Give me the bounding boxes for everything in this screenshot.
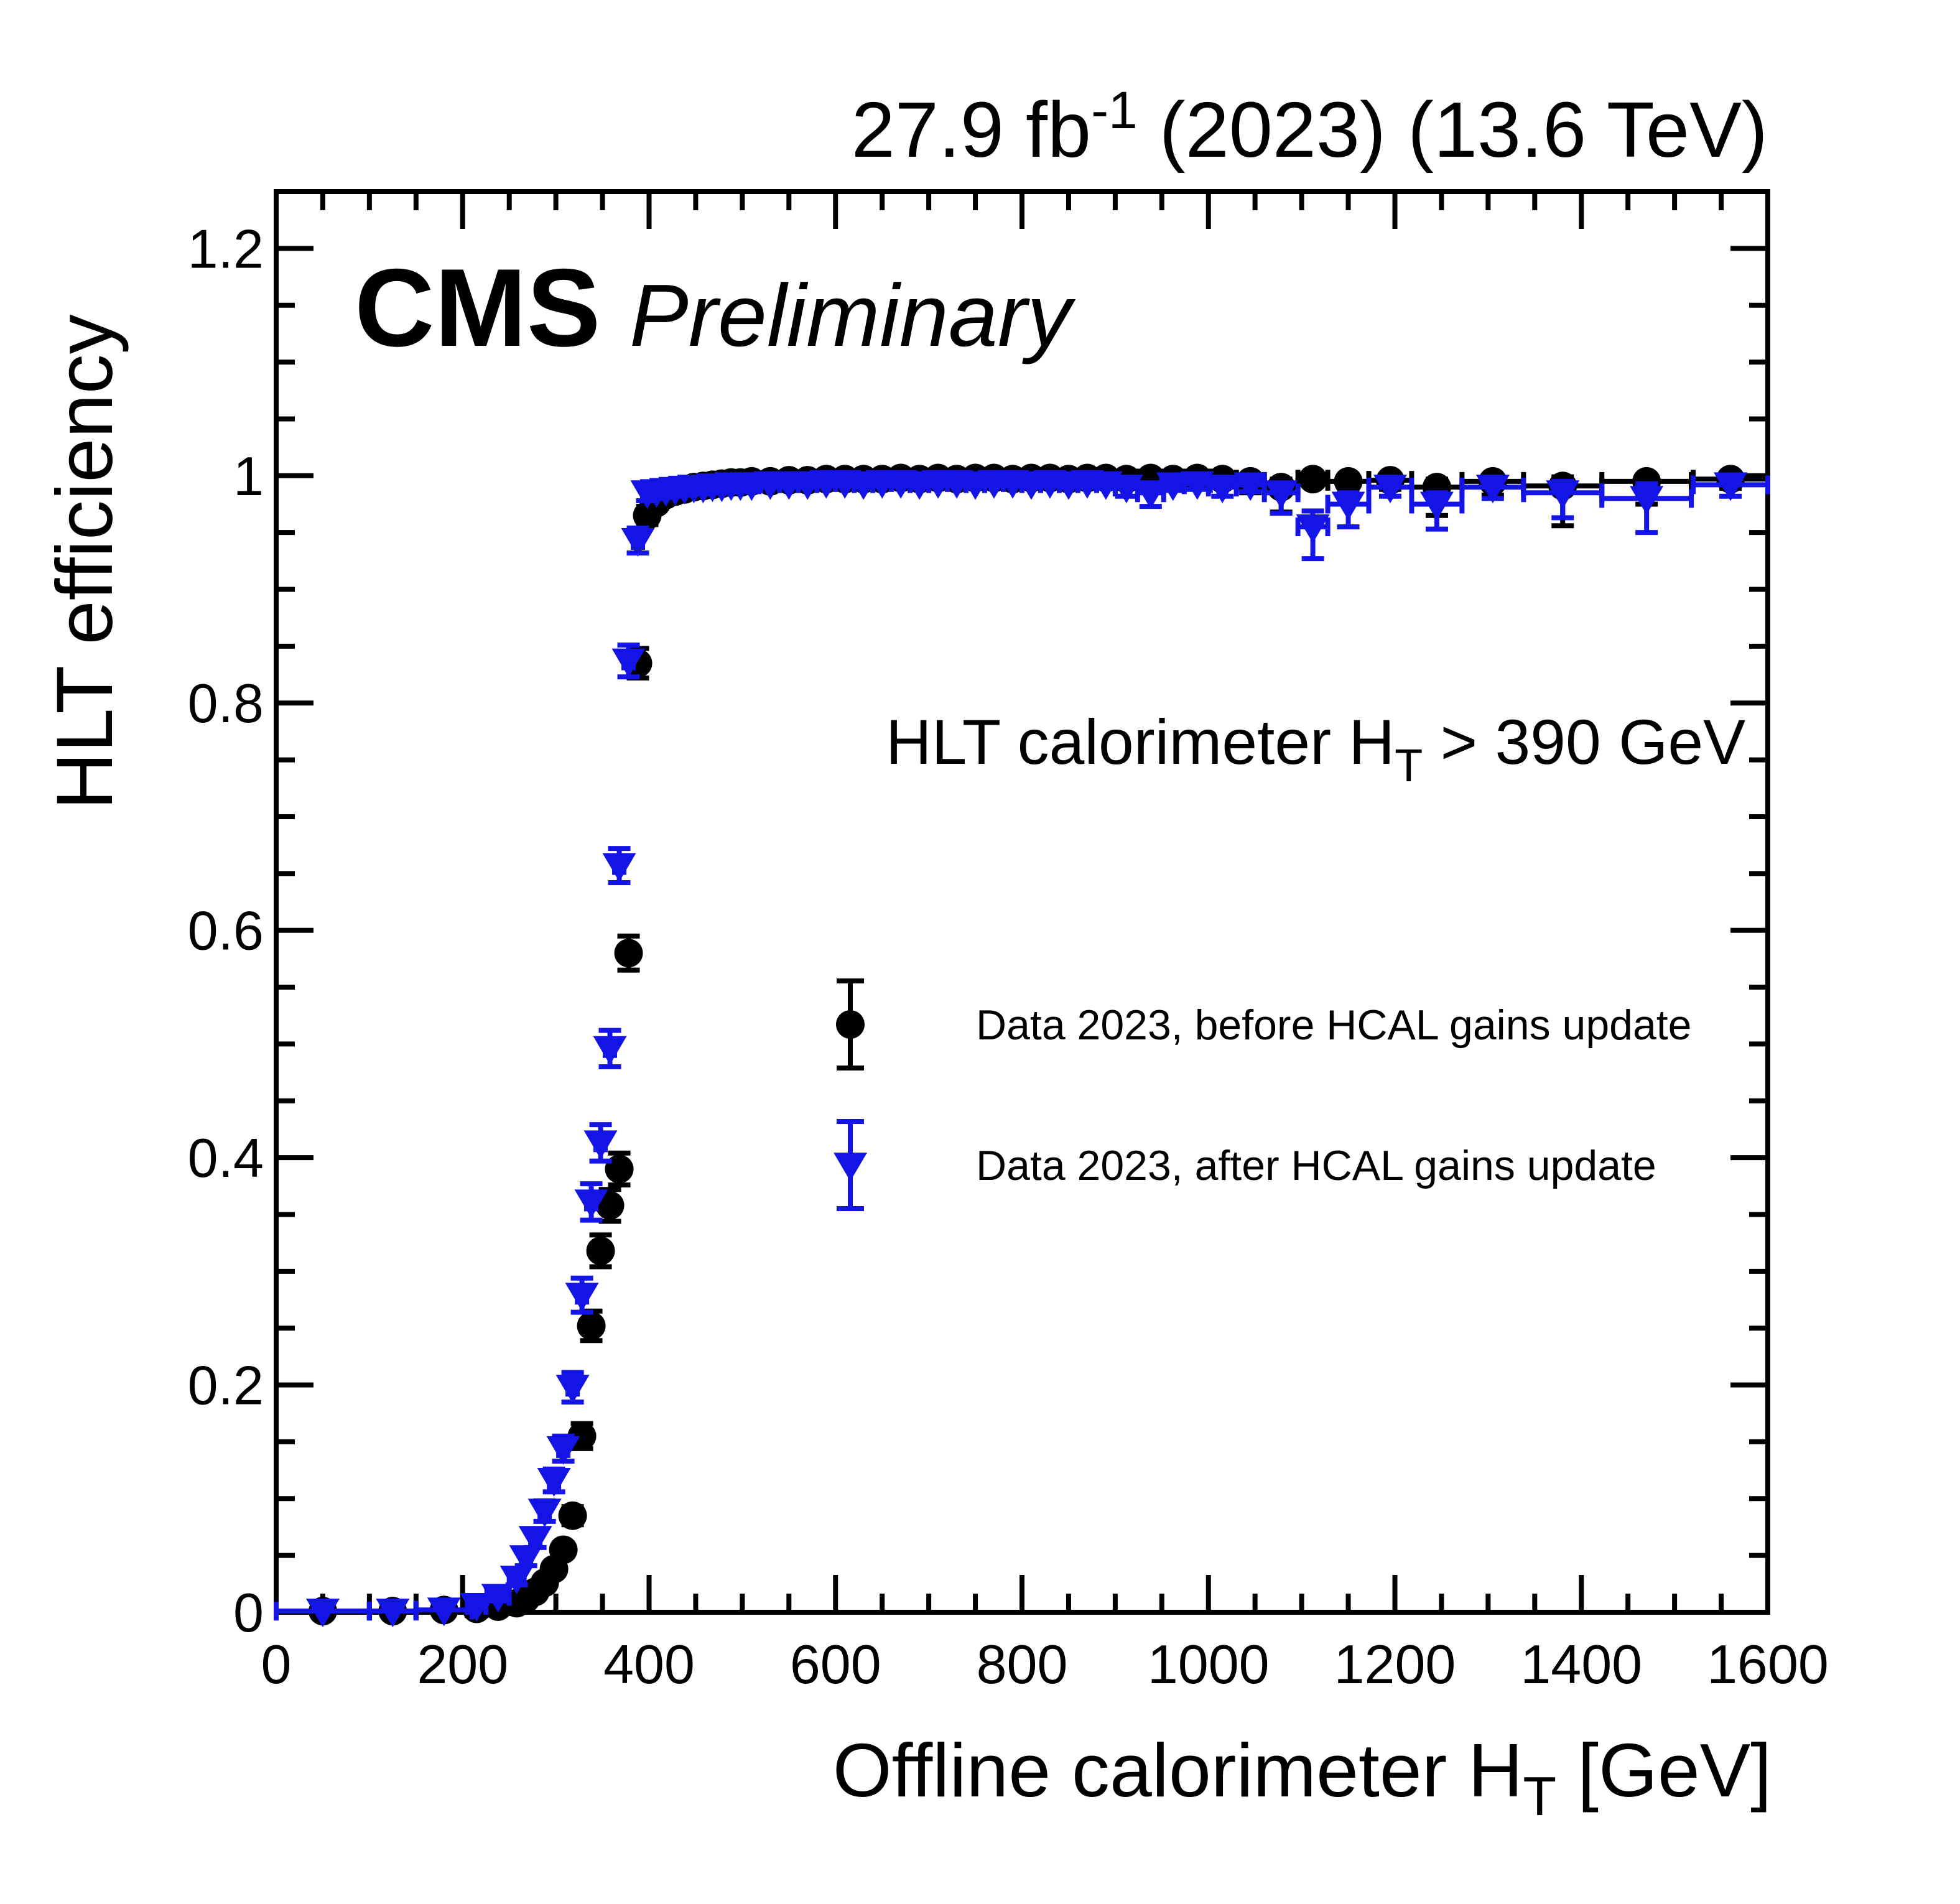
legend-marker-layer xyxy=(834,978,867,1211)
x-tick-label: 800 xyxy=(977,1633,1068,1695)
data-point xyxy=(1298,465,1327,494)
x-tick-label: 1600 xyxy=(1707,1633,1829,1695)
data-point xyxy=(583,1130,618,1159)
data-point xyxy=(1264,480,1298,509)
data-point xyxy=(1419,491,1454,521)
data-point xyxy=(1546,480,1580,509)
data-point xyxy=(614,939,643,968)
data-point xyxy=(305,1599,340,1628)
data-point xyxy=(376,1599,410,1628)
legend-marker-triangle-down xyxy=(834,1153,867,1181)
data-point xyxy=(555,1375,590,1404)
data-point xyxy=(577,1311,606,1340)
y-tick-label: 0.6 xyxy=(188,900,264,962)
year-energy: (2023) (13.6 TeV) xyxy=(1138,86,1768,174)
data-point xyxy=(593,1036,627,1065)
preliminary-label: Preliminary xyxy=(629,266,1076,365)
x-title-main: Offline calorimeter H xyxy=(833,1728,1523,1813)
data-point xyxy=(518,1526,552,1555)
data-point xyxy=(586,1236,615,1265)
x-tick-label: 1000 xyxy=(1148,1633,1270,1695)
cms-label: CMS xyxy=(355,246,601,369)
x-tick-label: 0 xyxy=(261,1633,292,1695)
annotation-main: HLT calorimeter H xyxy=(886,707,1395,778)
data-point xyxy=(499,1566,534,1595)
data-point xyxy=(1233,472,1268,501)
y-tick-label: 0 xyxy=(233,1582,264,1643)
data-point xyxy=(1630,486,1664,515)
data-point xyxy=(1714,472,1748,501)
y-tick-label: 0.4 xyxy=(188,1127,264,1189)
lumi-value: 27.9 fb xyxy=(852,86,1091,174)
lumi-exponent: -1 xyxy=(1091,81,1138,139)
x-axis-title: Offline calorimeter HT [GeV] xyxy=(833,1728,1772,1827)
x-tick-label: 200 xyxy=(417,1633,508,1695)
data-point xyxy=(549,1535,578,1564)
data-point xyxy=(605,1154,634,1184)
data-point xyxy=(1133,480,1168,509)
y-axis-title: HLT efficiency xyxy=(40,314,129,810)
data-point xyxy=(527,1498,562,1528)
data-point xyxy=(565,1283,599,1312)
x-tick-label: 600 xyxy=(790,1633,881,1695)
data-point xyxy=(1205,475,1240,504)
data-point xyxy=(1373,475,1408,504)
data-point xyxy=(1296,514,1330,544)
plot-frame xyxy=(274,189,1770,1615)
data-point xyxy=(1156,472,1190,501)
data-point xyxy=(427,1597,461,1627)
data-point xyxy=(546,1436,580,1465)
data-point xyxy=(481,1584,515,1613)
lumi-energy-label: 27.9 fb-1 (2023) (13.6 TeV) xyxy=(852,81,1768,174)
annotation-subscript: T xyxy=(1395,740,1423,791)
annotation-threshold: > 390 GeV xyxy=(1423,707,1745,778)
threshold-annotation: HLT calorimeter HT > 390 GeV xyxy=(886,707,1745,791)
data-point xyxy=(558,1501,587,1530)
y-tick-label: 0.2 xyxy=(188,1355,264,1416)
data-point xyxy=(1475,475,1510,504)
data-points-layer xyxy=(274,463,1770,1628)
legend-marker-circle xyxy=(836,1010,865,1039)
series-after xyxy=(274,470,1770,1628)
x-tick-label: 1400 xyxy=(1520,1633,1642,1695)
y-tick-label: 1.2 xyxy=(188,218,264,279)
data-point xyxy=(1180,471,1214,500)
x-title-units: [GeV] xyxy=(1556,1728,1772,1813)
legend-entry-before-label: Data 2023, before HCAL gains update xyxy=(976,1001,1692,1049)
legend-entry-after-label: Data 2023, after HCAL gains update xyxy=(976,1142,1656,1189)
data-point xyxy=(611,648,646,677)
data-point xyxy=(537,1468,571,1497)
x-tick-label: 1200 xyxy=(1334,1633,1456,1695)
data-point xyxy=(1334,467,1363,496)
data-point xyxy=(574,1189,608,1219)
data-point xyxy=(1331,491,1365,521)
y-tick-label: 1 xyxy=(233,445,264,507)
x-title-subscript: T xyxy=(1523,1765,1556,1827)
x-tick-label: 400 xyxy=(603,1633,695,1695)
y-tick-label: 0.8 xyxy=(188,672,264,734)
data-point xyxy=(621,527,655,557)
data-point xyxy=(602,853,636,882)
plot-frame-layer: 0 200 400 600 800 1000 1200 1400 1600 0 0.2 0.4 0.6 0… xyxy=(188,189,1829,1695)
